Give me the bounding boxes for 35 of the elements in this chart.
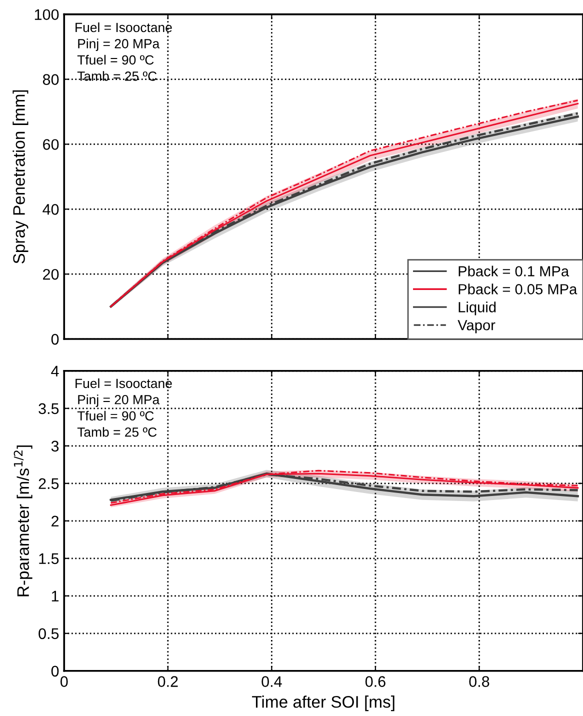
annotation: Tfuel = 90 ºC — [77, 410, 154, 421]
legend-label: Pback = 0.1 MPa — [458, 266, 570, 276]
legend-label: Pback = 0.05 MPa — [458, 284, 578, 294]
y-axis-title: Spray Penetration [mm] — [12, 90, 28, 264]
y-tick-label: 60 — [43, 139, 59, 150]
annotation: Pinj = 20 MPa — [78, 38, 160, 51]
y-tick-label: 40 — [42, 204, 59, 215]
annotation: Pinj = 20 MPa — [78, 394, 160, 407]
annotation: Tamb = 25 ºC — [77, 427, 157, 437]
y-tick-label: 2 — [52, 516, 59, 526]
x-tick-label: 0 — [60, 676, 68, 687]
y-tick-label: 80 — [42, 74, 59, 85]
y-tick-label: 0.5 — [38, 628, 59, 640]
y-tick-label: 20 — [43, 268, 59, 280]
annotation: Fuel = Isooctane — [76, 378, 172, 388]
annotation: Liquid — [458, 302, 496, 316]
y-tick-label: 3 — [51, 440, 59, 452]
y-axis-title: R-parameter [m/s$^{1/2}$] — [14, 445, 32, 596]
annotation: Tamb = 25 ºC — [77, 71, 157, 81]
annotation: Fuel = Isooctane — [76, 22, 172, 32]
y-tick-label: 2.5 — [38, 478, 59, 490]
x-tick-label: 0.2 — [158, 676, 178, 687]
y-tick-label: 1.5 — [39, 553, 59, 564]
annotation: Tfuel = 90 ºC — [77, 54, 154, 65]
x-tick-label: 0.4 — [262, 676, 282, 687]
y-tick-label: 0 — [51, 666, 59, 677]
y-tick-label: 3.5 — [38, 403, 59, 414]
annotation: Vapor — [458, 320, 496, 334]
x-axis-title: Time after SOI [ms] — [252, 696, 394, 712]
y-tick-label: 4 — [51, 366, 59, 376]
x-tick-label: 0.6 — [365, 676, 386, 687]
y-tick-label: 0 — [51, 334, 59, 345]
x-tick-label: 0.8 — [469, 676, 490, 687]
y-tick-label: 1 — [52, 590, 59, 602]
y-tick-label: 100 — [34, 9, 59, 20]
